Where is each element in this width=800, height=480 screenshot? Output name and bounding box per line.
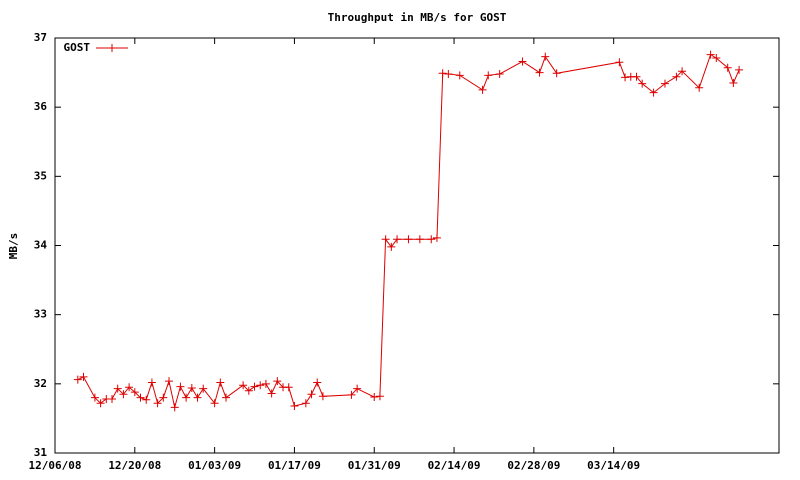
y-tick-label: 35 xyxy=(34,169,47,182)
data-point xyxy=(404,235,413,244)
data-point xyxy=(267,389,276,398)
data-point xyxy=(307,390,316,399)
y-axis-label: MB/s xyxy=(7,233,20,260)
data-point xyxy=(261,379,270,388)
data-point xyxy=(210,399,219,408)
x-tick-label: 12/06/08 xyxy=(29,459,82,472)
y-tick-label: 33 xyxy=(34,308,47,321)
data-point xyxy=(381,235,390,244)
data-point xyxy=(284,383,293,392)
data-point xyxy=(678,67,687,76)
data-point xyxy=(182,393,191,402)
data-point xyxy=(256,381,265,390)
data-point xyxy=(313,378,322,387)
data-point xyxy=(706,50,715,59)
data-point xyxy=(393,235,402,244)
data-point xyxy=(541,52,550,61)
data-point xyxy=(90,393,99,402)
data-point xyxy=(672,72,681,81)
data-point xyxy=(535,68,544,77)
data-point xyxy=(455,71,464,80)
x-tick-label: 03/14/09 xyxy=(587,459,640,472)
y-tick-label: 37 xyxy=(34,31,47,44)
y-tick-label: 32 xyxy=(34,377,47,390)
data-point xyxy=(552,69,561,78)
data-point xyxy=(136,393,145,402)
data-point xyxy=(370,392,379,401)
legend-label: GOST xyxy=(64,41,91,54)
data-point xyxy=(660,79,669,88)
data-point xyxy=(695,83,704,92)
data-point xyxy=(193,393,202,402)
data-point xyxy=(142,395,151,404)
data-point xyxy=(187,383,196,392)
data-point xyxy=(649,88,658,97)
data-point xyxy=(353,384,362,393)
data-point xyxy=(119,390,128,399)
data-point xyxy=(273,377,282,386)
data-point xyxy=(427,235,436,244)
data-point xyxy=(125,383,134,392)
data-point xyxy=(199,384,208,393)
data-point xyxy=(108,395,117,404)
x-tick-label: 01/03/09 xyxy=(188,459,241,472)
data-point xyxy=(615,58,624,67)
data-point xyxy=(444,69,453,78)
data-point xyxy=(73,375,82,384)
data-point xyxy=(712,54,721,63)
data-point xyxy=(621,73,630,82)
data-point xyxy=(432,233,441,242)
data-point xyxy=(438,69,447,78)
data-point xyxy=(638,79,647,88)
x-tick-label: 12/20/08 xyxy=(108,459,161,472)
x-tick-label: 01/31/09 xyxy=(348,459,401,472)
data-point xyxy=(239,381,248,390)
data-point xyxy=(165,377,174,386)
data-point xyxy=(250,382,259,391)
legend-swatch xyxy=(96,44,128,52)
data-point xyxy=(244,386,253,395)
y-tick-label: 34 xyxy=(34,239,48,252)
data-point xyxy=(723,63,732,72)
y-tick-label: 36 xyxy=(34,100,48,113)
data-point xyxy=(147,378,156,387)
data-point xyxy=(159,393,168,402)
data-point xyxy=(96,399,105,408)
data-point xyxy=(170,403,179,412)
data-point xyxy=(735,65,744,74)
data-point xyxy=(301,399,310,408)
chart-title: Throughput in MB/s for GOST xyxy=(328,11,507,24)
data-point xyxy=(290,401,299,410)
data-point xyxy=(130,388,139,397)
x-tick-label: 02/28/09 xyxy=(507,459,560,472)
data-point xyxy=(478,85,487,94)
data-point xyxy=(495,69,504,78)
data-point xyxy=(484,71,493,80)
data-point xyxy=(387,242,396,251)
data-point xyxy=(518,57,527,66)
data-point xyxy=(222,393,231,402)
y-tick-label: 31 xyxy=(34,446,48,459)
plot-frame xyxy=(54,37,780,454)
x-tick-label: 01/17/09 xyxy=(268,459,321,472)
data-point xyxy=(318,392,327,401)
data-point xyxy=(153,399,162,408)
x-tick-label: 02/14/09 xyxy=(428,459,481,472)
data-point xyxy=(347,390,356,399)
data-point xyxy=(375,392,384,401)
data-point xyxy=(176,382,185,391)
data-point xyxy=(216,378,225,387)
data-point xyxy=(113,384,122,393)
data-point xyxy=(415,235,424,244)
data-point xyxy=(632,72,641,81)
series-line xyxy=(77,53,740,408)
data-point xyxy=(729,78,738,87)
data-point xyxy=(79,372,88,381)
